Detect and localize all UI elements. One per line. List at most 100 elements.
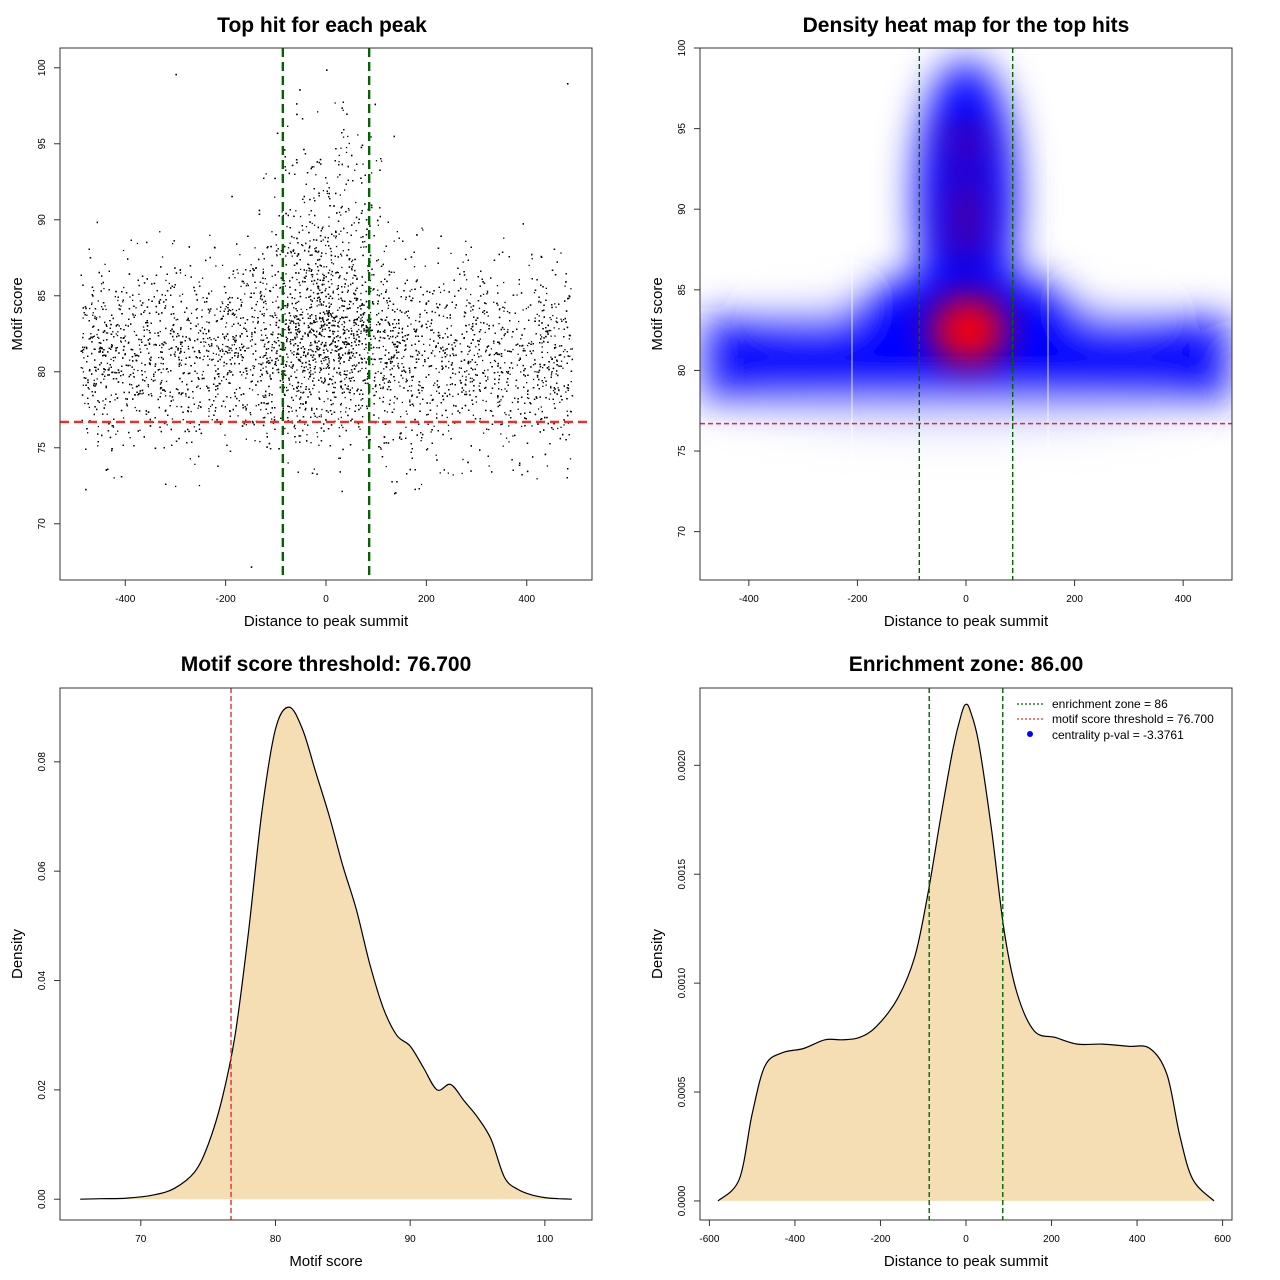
scatter-point — [165, 279, 167, 282]
scatter-point — [568, 338, 570, 340]
scatter-point — [159, 388, 162, 390]
scatter-point — [348, 142, 350, 145]
scatter-point — [185, 395, 187, 397]
scatter-point — [126, 403, 128, 405]
scatter-point — [437, 335, 440, 337]
scatter-point — [383, 250, 385, 253]
scatter-point — [120, 341, 122, 343]
scatter-point — [233, 352, 236, 354]
scatter-point — [333, 396, 336, 398]
scatter-point — [112, 360, 115, 362]
scatter-point — [367, 331, 369, 333]
scatter-point — [343, 278, 345, 280]
scatter-point — [124, 335, 126, 337]
scatter-point — [333, 331, 336, 333]
scatter-point — [274, 362, 277, 365]
scatter-point — [349, 351, 351, 354]
scatter-point — [450, 252, 452, 255]
scatter-point — [122, 417, 125, 419]
scatter-point — [105, 332, 108, 334]
scatter-point — [274, 312, 276, 314]
scatter-point — [174, 355, 176, 357]
scatter-point — [106, 362, 109, 364]
scatter-point — [284, 427, 286, 430]
scatter-point — [300, 391, 302, 393]
scatter-point — [148, 330, 150, 332]
scatter-point — [548, 366, 550, 368]
scatter-point — [302, 392, 304, 394]
scatter-point — [225, 378, 227, 380]
scatter-point — [557, 427, 559, 430]
scatter-point — [98, 351, 101, 353]
scatter-point — [356, 277, 358, 279]
scatter-point — [466, 279, 468, 281]
scatter-point — [564, 349, 566, 351]
scatter-point — [333, 235, 335, 237]
scatter-point — [299, 435, 302, 437]
scatter-point — [484, 331, 486, 334]
scatter-point — [531, 425, 533, 427]
scatter-point — [470, 293, 472, 296]
scatter-point — [148, 342, 150, 344]
scatter-point — [441, 356, 443, 359]
scatter-point — [288, 365, 290, 367]
scatter-point — [306, 269, 308, 272]
scatter-point — [421, 390, 423, 392]
scatter-point — [337, 418, 340, 420]
scatter-point — [498, 309, 501, 311]
scatter-point — [355, 322, 357, 324]
scatter-point — [214, 314, 216, 316]
scatter-point — [557, 365, 560, 367]
scatter-point — [310, 332, 312, 334]
scatter-point — [259, 441, 261, 443]
scatter-point — [451, 413, 453, 415]
scatter-point — [532, 378, 535, 381]
scatter-point — [310, 274, 313, 276]
scatter-point — [512, 367, 514, 369]
scatter-point — [410, 390, 412, 392]
scatter-point — [308, 214, 310, 216]
scatter-point — [308, 267, 310, 269]
scatter-point — [301, 365, 303, 368]
scatter-point — [489, 353, 491, 355]
scatter-point — [299, 268, 302, 270]
scatter-point — [532, 364, 535, 366]
scatter-point — [237, 415, 239, 417]
scatter-point — [183, 351, 186, 353]
scatter-point — [366, 306, 369, 308]
scatter-point — [478, 385, 480, 387]
scatter-point — [312, 373, 314, 375]
scatter-point — [383, 382, 386, 384]
scatter-point — [295, 441, 297, 443]
scatter-point — [168, 348, 170, 350]
scatter-point — [351, 259, 354, 261]
scatter-point — [310, 289, 312, 291]
scatter-point — [322, 190, 325, 192]
scatter-point — [251, 334, 253, 336]
scatter-point — [259, 310, 261, 312]
scatter-point — [338, 161, 340, 163]
scatter-point — [220, 317, 223, 320]
scatter-point — [462, 458, 464, 461]
scatter-point — [318, 444, 320, 446]
scatter-point — [287, 328, 290, 331]
scatter-point — [344, 286, 346, 288]
scatter-point — [277, 296, 279, 298]
scatter-point — [320, 368, 323, 370]
scatter-point — [318, 304, 320, 306]
scatter-point — [129, 437, 131, 439]
scatter-point — [189, 458, 191, 460]
scatter-point — [249, 296, 251, 298]
scatter-point — [255, 405, 257, 407]
scatter-point — [142, 326, 145, 328]
scatter-point — [175, 485, 177, 488]
scatter-point — [337, 272, 339, 274]
scatter-point — [250, 264, 252, 266]
scatter-point — [570, 380, 572, 383]
scatter-point — [102, 339, 105, 342]
scatter-point — [380, 160, 383, 162]
scatter-point — [498, 382, 500, 384]
scatter-point — [261, 339, 264, 342]
scatter-point — [159, 383, 162, 385]
scatter-point — [482, 432, 485, 434]
